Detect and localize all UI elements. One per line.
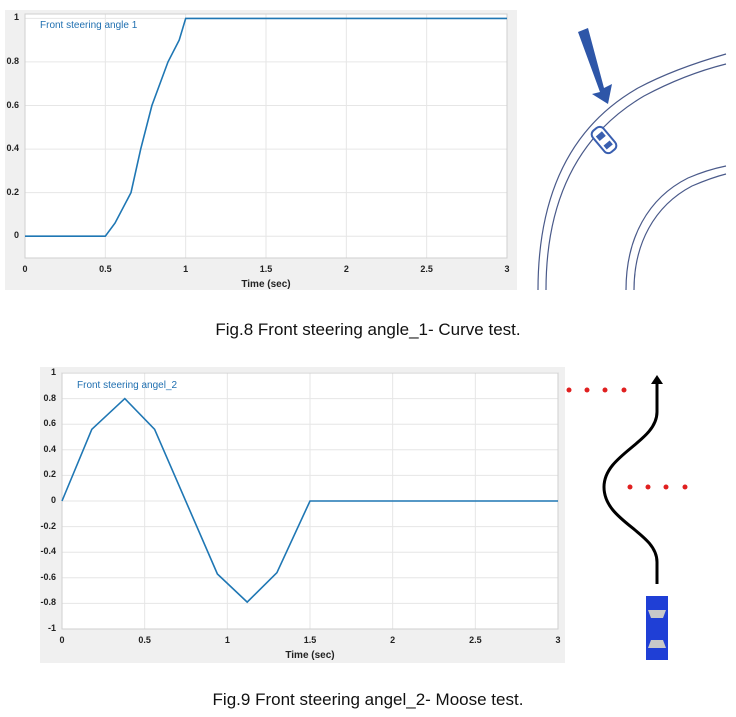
y-tick-label: 0.8 <box>6 55 19 66</box>
x-tick-label: 1.5 <box>259 264 273 274</box>
y-tick-label: 0.2 <box>6 186 19 197</box>
y-tick-label: 0.6 <box>43 418 56 429</box>
moose-test-car-icon <box>646 596 668 660</box>
pointer-arrow-icon <box>578 28 612 104</box>
x-tick-label: 2.5 <box>420 264 433 274</box>
x-tick-label: 0 <box>22 264 28 274</box>
axes-border <box>24 13 508 259</box>
x-tick-label: 0 <box>59 635 65 645</box>
figure-8-caption: Fig.8 Front steering angle_1- Curve test… <box>215 320 521 339</box>
figure-9-xlabel: Time (sec) <box>285 650 335 661</box>
curve-road-inner <box>625 165 727 291</box>
y-tick-label: 0 <box>50 495 56 505</box>
x-tick-label: 2 <box>390 635 396 645</box>
x-tick-label: 1 <box>183 264 189 274</box>
y-tick-label: 0.4 <box>6 143 19 154</box>
figure-9-caption: Fig.9 Front steering angel_2- Moose test… <box>212 690 524 709</box>
y-tick-label: -1 <box>47 623 56 633</box>
figure-8-xlabel: Time (sec) <box>241 279 291 290</box>
curve-test-car-icon <box>590 125 618 155</box>
y-tick-label: 1 <box>50 367 56 377</box>
x-tick-label: 3 <box>504 264 510 274</box>
x-tick-label: 2.5 <box>469 635 482 645</box>
x-tick-label: 0.5 <box>99 264 112 274</box>
series-line <box>25 17 507 237</box>
y-tick-label: 0.8 <box>43 392 56 403</box>
figure-8-legend: Front steering angle 1 <box>40 20 138 31</box>
y-tick-label: 1 <box>13 12 19 23</box>
y-tick-label: 0.2 <box>43 469 56 480</box>
path-arrowhead-icon <box>651 375 663 384</box>
cone-row-top <box>566 387 627 393</box>
x-tick-label: 1 <box>224 635 230 645</box>
x-tick-label: 0.5 <box>138 635 151 645</box>
cone-row-middle <box>627 484 688 490</box>
y-tick-label: 0.6 <box>6 99 19 110</box>
x-tick-label: 3 <box>555 635 561 645</box>
x-tick-label: 2 <box>343 264 349 274</box>
moose-test-illustration <box>566 375 688 660</box>
curve-road-outer <box>537 53 727 291</box>
curve-road-inner-2 <box>633 173 727 291</box>
y-tick-label: -0.8 <box>40 597 56 608</box>
y-tick-label: 0.4 <box>43 443 56 454</box>
series-line <box>61 397 558 604</box>
y-tick-label: -0.2 <box>40 520 56 531</box>
moose-path <box>602 382 659 584</box>
y-tick-label: -0.4 <box>40 546 56 557</box>
y-tick-label: 0 <box>13 230 19 241</box>
x-tick-label: 1.5 <box>303 635 317 645</box>
y-tick-label: -0.6 <box>40 571 56 582</box>
figure-9-legend: Front steering angel_2 <box>77 380 178 391</box>
curve-road-outer-2 <box>545 63 727 291</box>
curve-test-illustration <box>537 28 727 291</box>
